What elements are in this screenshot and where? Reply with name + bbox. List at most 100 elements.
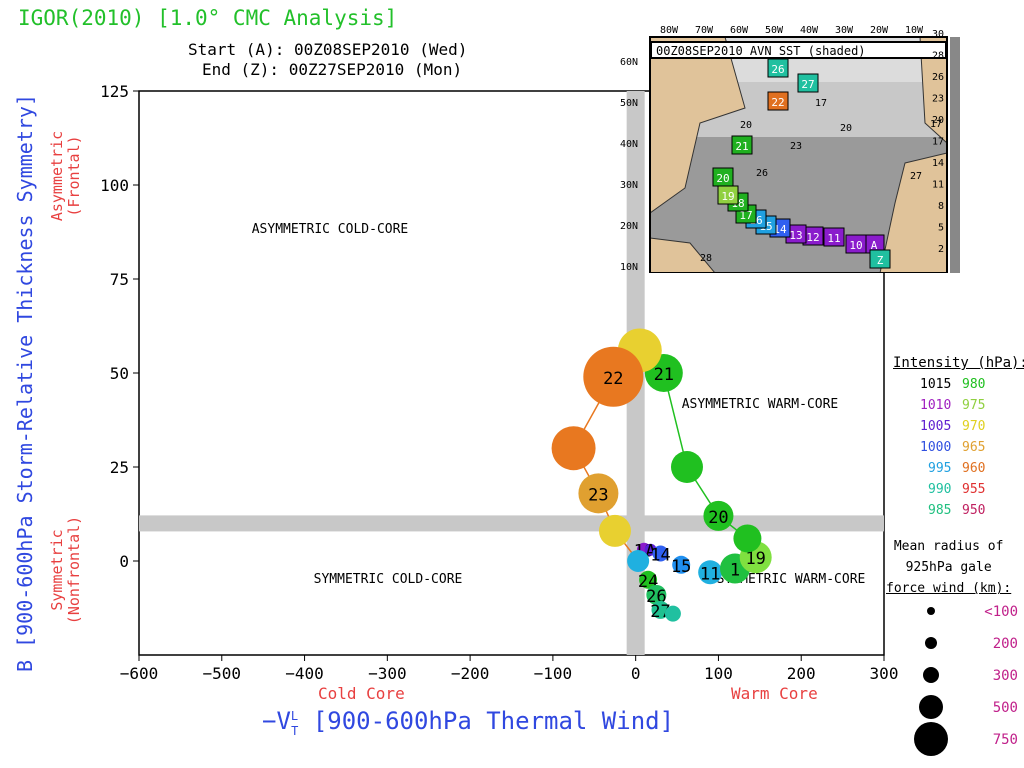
phase-point-label: 23	[588, 485, 608, 505]
inset-track-label: 12	[806, 231, 819, 244]
gale-radius-dot	[919, 695, 943, 719]
legend-pressure-value: 955	[962, 482, 986, 497]
gale-radius-dot	[927, 607, 935, 615]
inset-longitude-label: 40W	[800, 25, 819, 36]
x-axis-label: −VLT [900-600hPa Thermal Wind]	[262, 707, 675, 738]
phase-point	[551, 426, 596, 471]
phase-point	[583, 346, 644, 407]
inset-colorbar-label: 14	[932, 158, 944, 169]
inset-caption-box	[650, 41, 947, 59]
phase-point	[698, 560, 723, 585]
gale-radius-dot	[925, 637, 937, 649]
phase-point	[652, 545, 669, 562]
phase-point	[646, 584, 667, 605]
x-tick-label: −400	[285, 664, 324, 683]
gale-radius-label: 750	[993, 732, 1018, 748]
inset-frame	[649, 36, 948, 273]
legend-pressure-value: 995	[928, 461, 952, 476]
inset-sst-contour-label: 20	[840, 123, 852, 134]
inset-track-label: 20	[716, 172, 729, 185]
inset-track-label: 21	[735, 140, 748, 153]
x-tick-label: −200	[451, 664, 490, 683]
inset-sst-contour-label: 17	[815, 98, 827, 109]
quadrant-asymmetric-cold-core: ASYMMETRIC COLD-CORE	[252, 222, 409, 237]
inset-latitude-label: 40N	[620, 139, 638, 150]
phase-point-label: A	[645, 542, 655, 562]
inset-track-label: 17	[739, 209, 752, 222]
phase-point	[664, 605, 681, 622]
legend-pressure-value: 980	[962, 377, 986, 392]
inset-track-marker	[767, 58, 789, 78]
inset-longitude-label: 80W	[660, 25, 679, 36]
inset-longitude-label: 70W	[695, 25, 714, 36]
quadrant-asymmetric-warm-core: ASYMMETRIC WARM-CORE	[682, 397, 839, 412]
y-tick-label: 0	[119, 552, 129, 571]
x-tick-label: 100	[704, 664, 733, 683]
inset-longitude-label: 50W	[765, 25, 784, 36]
x-axis-symbol: −V	[262, 707, 291, 735]
legend-pressure-value: 950	[962, 503, 986, 518]
gale-title-line-2: 925hPa gale	[905, 560, 992, 575]
chart-title: IGOR(2010) [1.0° CMC Analysis]	[18, 6, 398, 30]
quadrant-symmetric-cold-core: SYMMETRIC COLD-CORE	[314, 572, 463, 587]
end-date: End (Z): 00Z27SEP2010 (Mon)	[202, 60, 463, 79]
inset-latitude-label: 10N	[620, 262, 638, 273]
y-tick-label: 75	[110, 270, 129, 289]
phase-point	[703, 500, 734, 531]
inset-track-label: Z	[877, 254, 884, 267]
gale-legend: <100 200 300 500 750	[914, 604, 1018, 756]
phase-point	[672, 555, 691, 574]
inset-longitude-label: 30W	[835, 25, 854, 36]
inset-track-label: 19	[721, 190, 734, 203]
x-tick-label: 0	[631, 664, 641, 683]
phase-point	[639, 570, 658, 589]
inset-track-marker	[797, 73, 819, 93]
inset-track-label: 10	[849, 239, 862, 252]
x-tick-label: 200	[787, 664, 816, 683]
phase-point	[598, 514, 631, 547]
x-tick-label: −100	[534, 664, 573, 683]
inset-latitude-label: 50N	[620, 98, 638, 109]
inset-caption: 00Z08SEP2010 AVN SST (shaded)	[656, 44, 866, 58]
phase-point-label: 19	[745, 549, 765, 569]
x-tick-label: 300	[870, 664, 899, 683]
gale-radius-dot	[923, 667, 939, 683]
inset-colorbar-label: 5	[938, 223, 944, 234]
inset-track-marker	[731, 135, 753, 155]
inset-track-marker	[712, 167, 734, 187]
horizontal-threshold-band	[139, 515, 884, 532]
legend-pressure-value: 1010	[920, 398, 952, 413]
gale-legend-title: Mean radius of 925hPa gale force wind (km)…	[886, 536, 1011, 599]
inset-track-label: 14	[773, 223, 787, 236]
inset-colorbar-label: 26	[932, 72, 944, 83]
x-axis-text: [900-600hPa Thermal Wind]	[298, 707, 675, 735]
inset-colorbar	[950, 37, 960, 273]
phase-point-label: 11	[700, 564, 720, 584]
y-tick-label: 50	[110, 364, 129, 383]
inset-colorbar-label: 28	[932, 51, 944, 62]
gale-radius-label: 300	[993, 668, 1018, 684]
inset-track-label: 26	[771, 63, 784, 76]
phase-point	[733, 524, 762, 553]
legend-pressure-value: 990	[928, 482, 952, 497]
inset-track-label: 13	[789, 229, 802, 242]
phase-point-label: 1	[730, 561, 740, 581]
phase-point-label: 22	[603, 369, 623, 389]
inset-colorbar-label: 20	[932, 115, 944, 126]
inset-sst-contour-label: 26	[756, 168, 768, 179]
quadrant-symmetric-warm-core: SYMMETRIC WARM-CORE	[717, 572, 866, 587]
gale-radius-label: <100	[984, 604, 1018, 620]
inset-colorbar-label: 30	[932, 29, 944, 40]
inset-colorbar-label: 2	[938, 244, 944, 255]
inset-sst-contour-label: 20	[740, 120, 752, 131]
intensity-legend-title: Intensity (hPa):	[893, 355, 1024, 371]
track-map-inset: 00Z08SEP2010 AVN SST (shaded) 80W 70W 60W 50…	[620, 25, 960, 273]
inset-colorbar-label: 11	[932, 180, 944, 191]
start-date: Start (A): 00Z08SEP2010 (Wed)	[188, 40, 468, 59]
x-tick-label: −600	[120, 664, 159, 683]
legend-pressure-value: 1005	[920, 419, 952, 434]
inset-latitude-label: 20N	[620, 221, 638, 232]
phase-point-label: 15	[671, 557, 691, 577]
gale-title-line-1: Mean radius of	[893, 539, 1004, 554]
phase-point-label: 21	[654, 365, 674, 385]
